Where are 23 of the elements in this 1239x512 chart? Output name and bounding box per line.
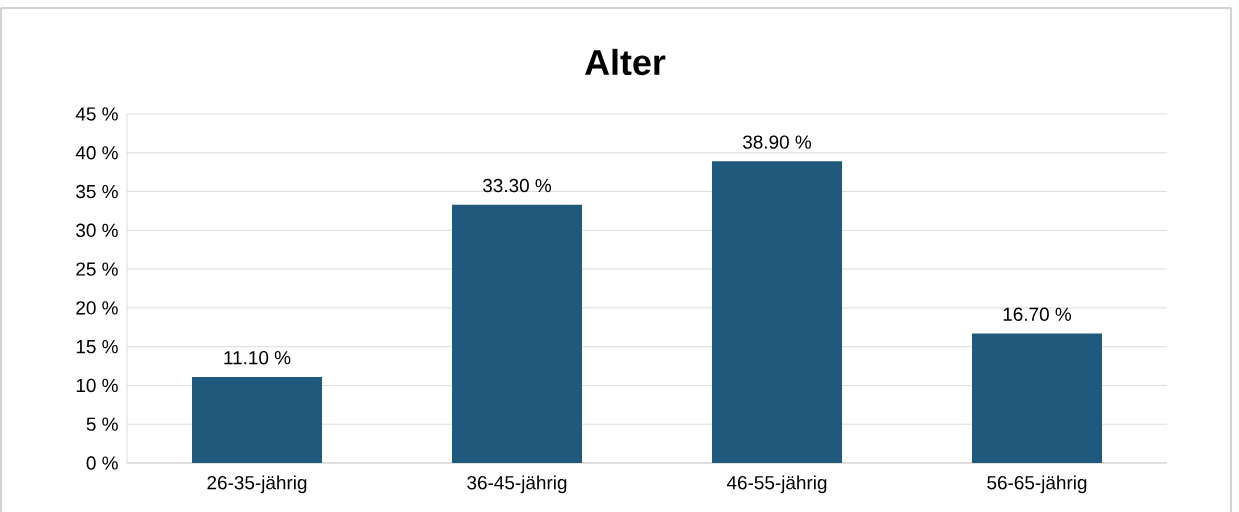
y-tick-label: 10 % xyxy=(76,378,118,393)
bar xyxy=(712,161,842,463)
y-tick-label: 15 % xyxy=(76,340,118,354)
y-tick-label: 20 % xyxy=(76,301,118,315)
chart-title: Alter xyxy=(585,48,666,76)
x-tick-label: 26-35-jährig xyxy=(207,475,307,494)
data-label: 38.90 % xyxy=(742,135,812,149)
bar xyxy=(972,333,1102,463)
y-tick-label: 0 % xyxy=(86,456,118,470)
y-tick-label: 40 % xyxy=(75,146,118,160)
y-tick-label: 25 % xyxy=(76,262,118,276)
x-tick-label: 46-55-jährig xyxy=(726,475,827,494)
y-tick-label: 5 % xyxy=(86,417,118,431)
x-tick-label: 56-65-jährig xyxy=(987,475,1087,494)
bar xyxy=(452,204,583,463)
data-label: 33.30 % xyxy=(483,178,552,193)
y-tick-label: 35 % xyxy=(76,184,118,199)
bar xyxy=(192,376,323,463)
data-label: 16.70 % xyxy=(1003,307,1072,321)
data-label: 11.10 % xyxy=(224,350,291,365)
y-tick-label: 45 % xyxy=(75,107,118,121)
x-tick-label: 36-45-jährig xyxy=(467,475,567,494)
y-tick-label: 30 % xyxy=(76,223,118,238)
